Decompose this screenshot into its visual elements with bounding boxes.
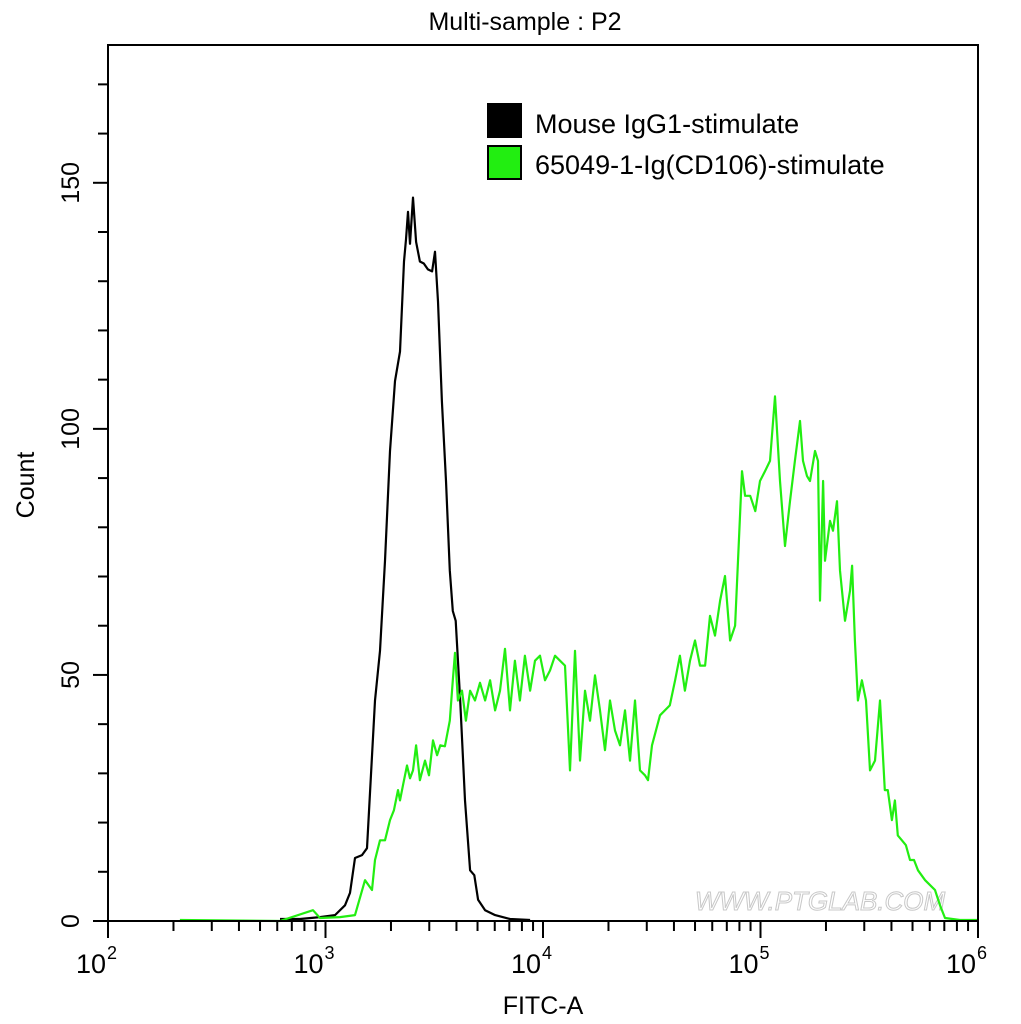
y-tick-label: 50 [57, 661, 85, 689]
x-tick-exponent: 5 [760, 943, 770, 963]
legend: Mouse IgG1-stimulate 65049-1-Ig(CD106)-s… [487, 103, 885, 180]
watermark: WWW.PTGLAB.COM [695, 886, 946, 916]
legend-swatch-black [487, 103, 522, 138]
x-tick-exponent: 4 [542, 943, 552, 963]
legend-label-1: 65049-1-Ig(CD106)-stimulate [535, 150, 885, 180]
y-tick-label: 0 [57, 914, 85, 928]
x-tick-exponent: 2 [107, 943, 117, 963]
x-tick-label: 10 [76, 949, 106, 979]
x-tick-exponent: 3 [325, 943, 335, 963]
x-tick-label: 10 [946, 949, 976, 979]
x-tick-label: 10 [728, 949, 758, 979]
x-axis-label: FITC-A [503, 992, 584, 1020]
chart-title: Multi-sample : P2 [428, 8, 621, 36]
y-axis-label: Count [12, 452, 40, 519]
y-tick-label: 100 [57, 408, 85, 450]
legend-label-0: Mouse IgG1-stimulate [535, 109, 799, 139]
x-tick-exponent: 6 [977, 943, 987, 963]
legend-swatch-green [487, 145, 522, 180]
series-line-1 [179, 395, 978, 923]
y-tick-label: 150 [57, 162, 85, 204]
x-tick-label: 10 [293, 949, 323, 979]
x-tick-label: 10 [511, 949, 541, 979]
series-line-0 [280, 196, 531, 922]
